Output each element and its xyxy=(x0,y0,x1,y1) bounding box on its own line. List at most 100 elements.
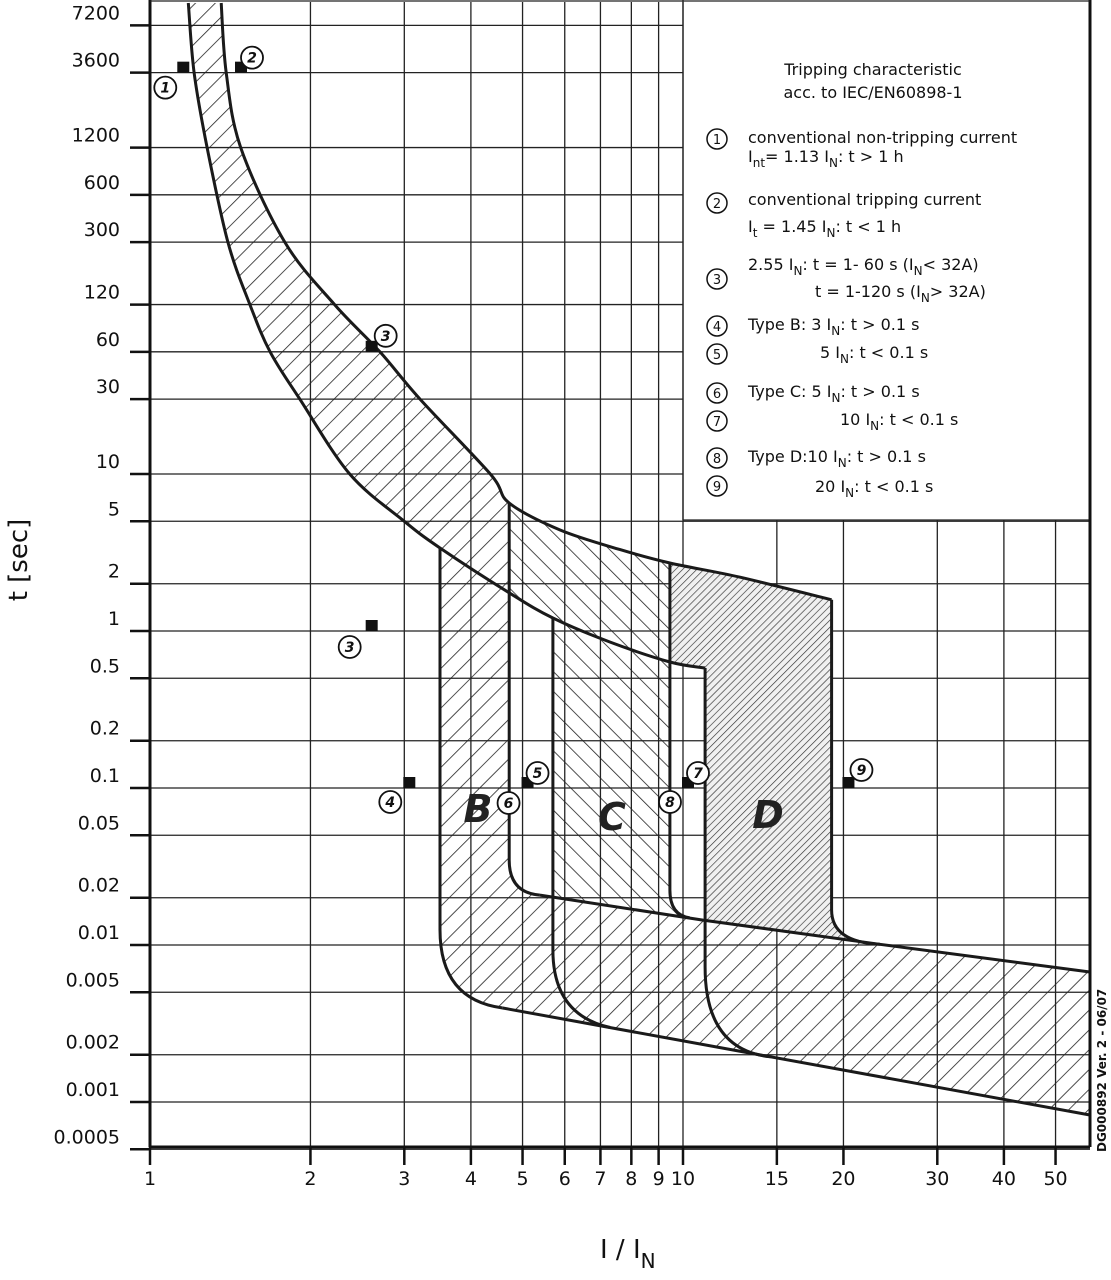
marker-circle-1 xyxy=(153,75,178,100)
legend-number: 1 xyxy=(713,133,721,148)
markers: 1 2 3 3 4 5 6 7 8 9 B C D xyxy=(153,45,874,839)
legend-subscript: nt xyxy=(753,156,766,170)
legend-box xyxy=(684,0,1089,519)
legend-number: 2 xyxy=(713,197,721,212)
y-tick-label: 7200 xyxy=(72,2,120,24)
x-tick-label: 30 xyxy=(925,1168,949,1190)
type-b-instant-band-fill xyxy=(440,503,1090,1115)
legend-text: : t > 1 h xyxy=(838,147,904,166)
legend-number: 6 xyxy=(713,387,721,402)
x-axis-label-main: I / I xyxy=(600,1235,641,1265)
legend-text: > 32A) xyxy=(930,282,986,301)
legend-text: conventional non-tripping current xyxy=(748,128,1017,147)
legend-number: 8 xyxy=(713,452,721,467)
legend-text: Type D:10 I xyxy=(747,447,838,466)
b-left-curve xyxy=(438,548,503,1010)
legend-item-text: It = 1.45 IN: t < 1 h xyxy=(748,217,901,240)
legend-item-text: 5 IN: t < 0.1 s xyxy=(820,343,928,366)
legend-number-circle xyxy=(706,192,728,214)
y-tick-label: 0.1 xyxy=(90,765,120,787)
legend-text: < 32A) xyxy=(923,255,979,274)
legend-text: 10 I xyxy=(840,410,870,429)
y-tick-label: 0.02 xyxy=(78,875,120,897)
legend-subscript: N xyxy=(838,456,847,470)
y-tick-label: 3600 xyxy=(72,50,120,72)
region-label-b: B xyxy=(464,787,493,831)
legend-text: conventional tripping current xyxy=(748,190,981,209)
legend-number-circle xyxy=(706,268,728,290)
y-tick-label: 0.01 xyxy=(78,922,120,944)
axes: 1 2 3 4 5 6 7 8 9 10 15 20 30 40 507200360012006003001… xyxy=(54,0,1092,1190)
y-tick-label: 0.002 xyxy=(66,1032,120,1054)
legend-item-text: 10 IN: t < 0.1 s xyxy=(840,410,958,433)
legend-text: t = 1-120 s (I xyxy=(815,282,921,301)
marker-circle-7 xyxy=(686,761,710,785)
marker-circle-3 xyxy=(337,635,362,659)
y-tick-label: 0.05 xyxy=(78,812,120,834)
x-tick-label: 9 xyxy=(653,1168,665,1190)
c-left-curve xyxy=(551,618,611,1029)
legend-item-text: t = 1-120 s (IN> 32A) xyxy=(815,282,986,305)
document-code: DG000892 Ver. 2 - 06/07 xyxy=(1095,989,1109,1152)
y-tick-label: 0.005 xyxy=(66,969,120,991)
y-axis-label: t [sec] xyxy=(4,519,34,602)
marker-circle-5 xyxy=(525,761,550,785)
legend-subscript: N xyxy=(840,352,849,366)
marker-flag xyxy=(842,777,855,788)
legend-item-text: Type C: 5 IN: t > 0.1 s xyxy=(747,382,920,405)
marker-flag xyxy=(235,61,248,73)
marker-circle-6 xyxy=(496,791,521,815)
legend-text: I xyxy=(748,217,753,236)
marker-circle-9 xyxy=(849,758,874,782)
x-tick-label: 10 xyxy=(671,1168,695,1190)
legend-text: : t > 0.1 s xyxy=(840,315,919,334)
type-d-band-fill xyxy=(669,563,880,945)
x-tick-label: 1 xyxy=(144,1168,156,1190)
legend: Tripping characteristic acc. to IEC/EN60… xyxy=(706,60,1017,500)
legend-number-circle xyxy=(706,410,728,432)
x-tick-label: 6 xyxy=(559,1168,571,1190)
legend-item-text: Int= 1.13 IN: t > 1 h xyxy=(748,147,904,170)
y-tick-label: 1200 xyxy=(72,125,120,147)
legend-subscript: N xyxy=(870,419,879,433)
legend-number-circle xyxy=(706,128,728,150)
x-tick-label: 40 xyxy=(992,1168,1016,1190)
legend-item-text: Type B: 3 IN: t > 0.1 s xyxy=(747,315,919,338)
legend-subscript: N xyxy=(845,486,854,500)
legend-subtitle: acc. to IEC/EN60898-1 xyxy=(783,83,962,102)
marker-circle-8 xyxy=(658,790,682,814)
legend-subscript: N xyxy=(826,226,835,240)
x-tick-label: 4 xyxy=(465,1168,477,1190)
x-tick-label: 2 xyxy=(304,1168,316,1190)
marker-circle-2 xyxy=(240,45,264,70)
band-curves xyxy=(186,2,1091,1117)
y-tick-label: 60 xyxy=(96,329,120,351)
y-tick-label: 120 xyxy=(84,282,120,304)
legend-item-text: conventional tripping current xyxy=(748,190,981,209)
legend-subscript: N xyxy=(829,156,838,170)
legend-number: 9 xyxy=(713,480,721,495)
x-axis-label-sub: N xyxy=(641,1249,656,1273)
legend-text: : t > 0.1 s xyxy=(840,382,919,401)
legend-text: 5 I xyxy=(820,343,840,362)
legend-text: : t > 0.1 s xyxy=(847,447,926,466)
x-tick-label: 8 xyxy=(625,1168,637,1190)
y-tick-label: 10 xyxy=(96,451,120,473)
legend-text: = 1.45 I xyxy=(757,217,826,236)
marker-circle-3 xyxy=(373,323,398,348)
region-label-c: C xyxy=(598,795,626,839)
b-right-curve xyxy=(507,503,541,897)
legend-text: : t < 1 h xyxy=(835,217,901,236)
legend-number-circle xyxy=(706,447,728,469)
legend-item-text: conventional non-tripping current xyxy=(748,128,1017,147)
type-c-band-fill xyxy=(509,503,690,918)
y-tick-label: 600 xyxy=(84,172,120,194)
marker-flag xyxy=(521,777,534,788)
legend-item-text: Type D:10 IN: t > 0.1 s xyxy=(747,447,926,470)
legend-number: 5 xyxy=(713,348,721,363)
marker-circle-4 xyxy=(378,790,403,814)
legend-subscript: N xyxy=(793,264,802,278)
x-tick-label: 3 xyxy=(398,1168,410,1190)
legend-text: : t < 0.1 s xyxy=(879,410,958,429)
